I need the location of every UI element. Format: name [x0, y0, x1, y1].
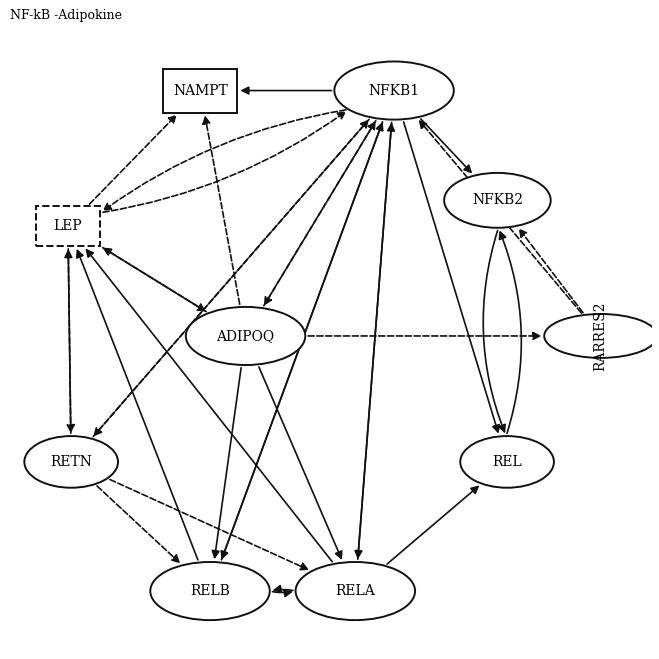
Text: RETN: RETN [50, 455, 92, 469]
Text: LEP: LEP [53, 219, 82, 233]
Text: NFKB2: NFKB2 [472, 193, 523, 208]
Text: RARRES2: RARRES2 [594, 301, 608, 371]
Ellipse shape [444, 173, 551, 228]
Text: NF-kB -Adipokine: NF-kB -Adipokine [10, 9, 122, 22]
FancyBboxPatch shape [163, 69, 237, 113]
Ellipse shape [296, 562, 415, 620]
Ellipse shape [544, 314, 657, 358]
Text: RELA: RELA [335, 584, 375, 598]
Ellipse shape [334, 61, 454, 120]
Text: NAMPT: NAMPT [173, 84, 228, 98]
Ellipse shape [460, 436, 554, 488]
Text: RELB: RELB [190, 584, 230, 598]
Ellipse shape [24, 436, 118, 488]
Ellipse shape [186, 307, 305, 365]
Text: REL: REL [492, 455, 522, 469]
Text: NFKB1: NFKB1 [368, 84, 420, 98]
Ellipse shape [150, 562, 270, 620]
Text: ADIPOQ: ADIPOQ [216, 329, 275, 343]
FancyBboxPatch shape [36, 206, 100, 246]
